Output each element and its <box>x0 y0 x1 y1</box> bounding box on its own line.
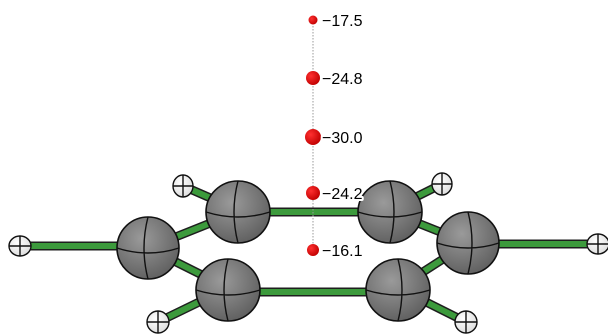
probe-point <box>306 186 320 200</box>
nics-label: −30.0 <box>322 130 363 147</box>
probe-point <box>306 71 320 85</box>
probe-point <box>309 16 318 25</box>
nics-label: −24.2 <box>322 186 363 203</box>
nics-probe: −17.5 −24.8 −30.0 −24.2 −16.1 <box>305 13 363 260</box>
nics-label: −24.8 <box>322 71 363 88</box>
probe-point <box>305 129 321 145</box>
nics-diagram: −17.5 −24.8 −30.0 −24.2 −16.1 <box>0 0 608 336</box>
nics-label: −17.5 <box>322 13 363 30</box>
probe-point <box>307 244 319 256</box>
nics-label: −16.1 <box>322 243 363 260</box>
